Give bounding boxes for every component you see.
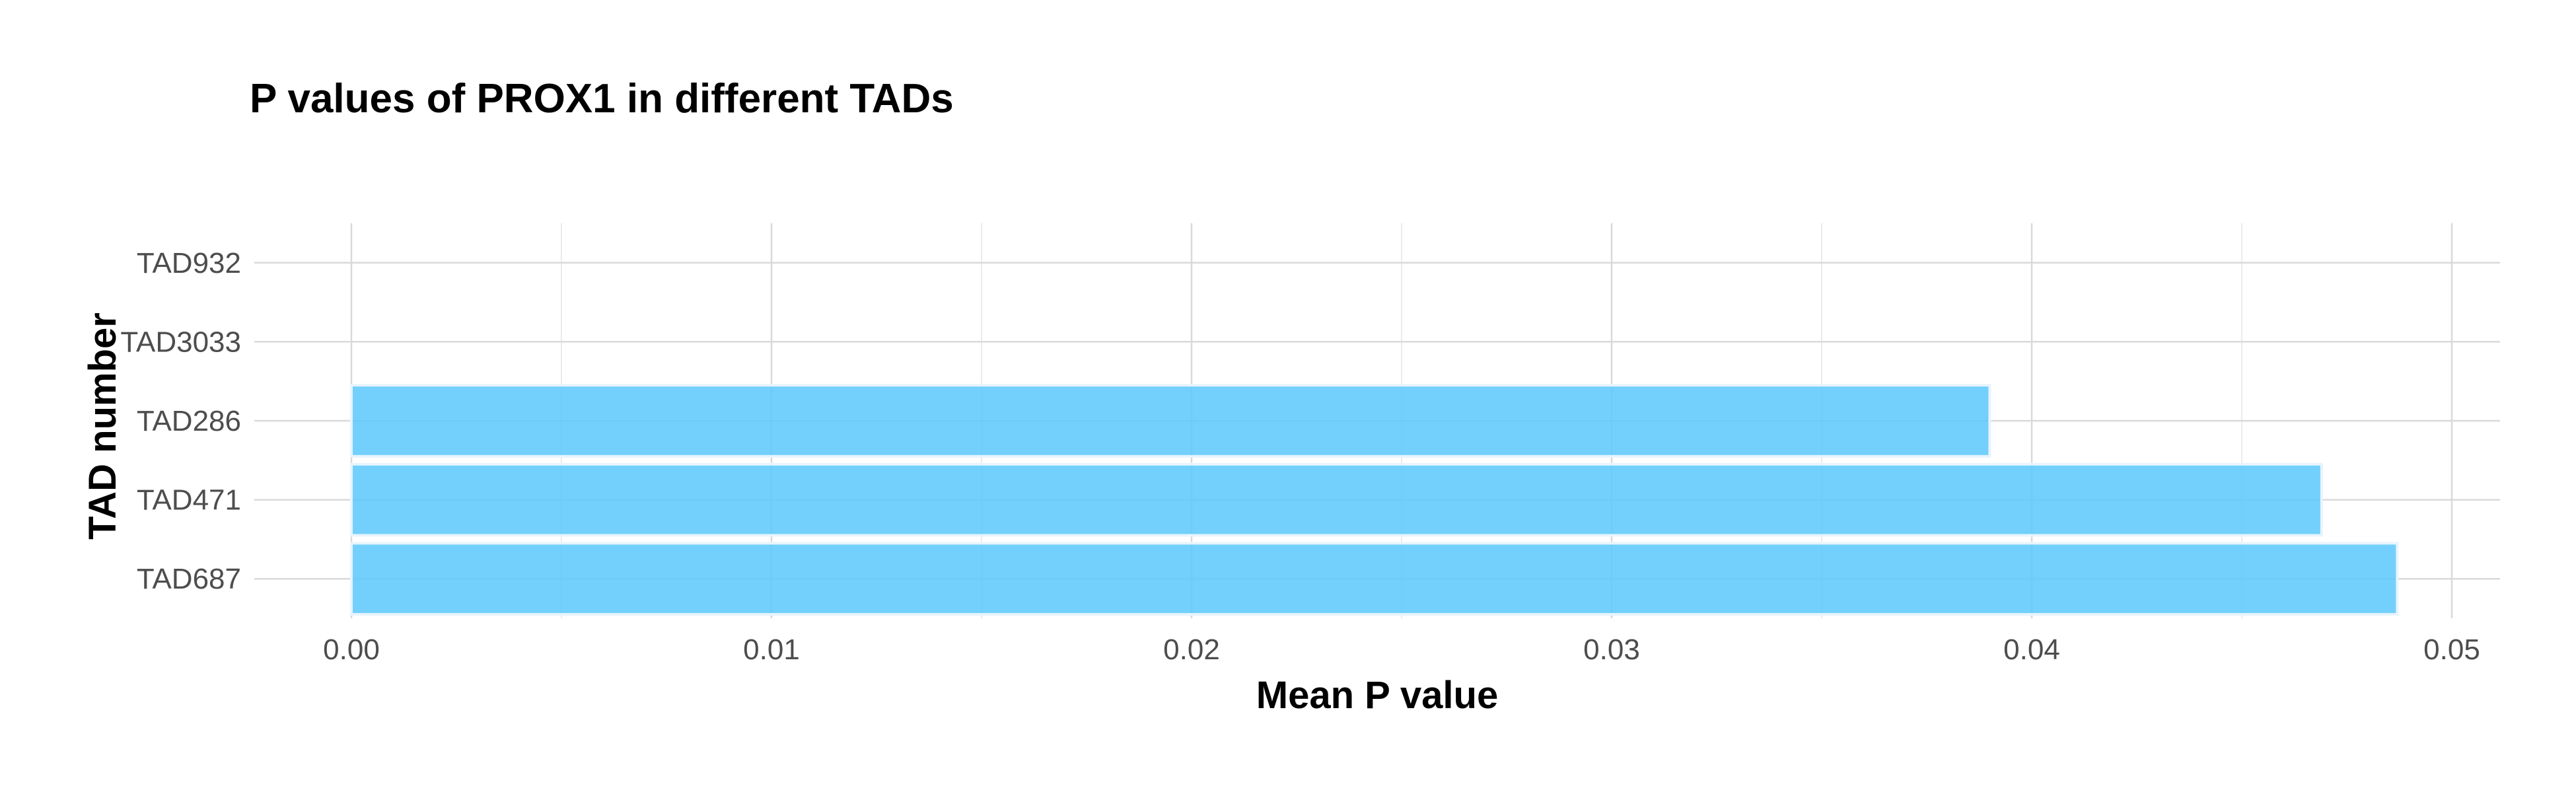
bars xyxy=(350,384,2399,616)
chart-title: P values of PROX1 in different TADs xyxy=(250,76,954,122)
y-tick-label: TAD3033 xyxy=(120,326,241,358)
x-tick-label: 0.01 xyxy=(743,633,800,666)
y-tick-label: TAD687 xyxy=(137,563,241,595)
bar-tad471 xyxy=(350,462,2323,537)
bar-tad687 xyxy=(350,542,2399,616)
x-tick-label: 0.02 xyxy=(1163,633,1220,666)
y-tick-label: TAD471 xyxy=(137,484,241,517)
x-tick-labels: 0.00 0.01 0.02 0.03 0.04 0.05 xyxy=(323,633,2480,666)
y-tick-label: TAD286 xyxy=(137,405,241,437)
x-axis-title: Mean P value xyxy=(1256,674,1498,717)
x-tick-label: 0.00 xyxy=(323,633,380,666)
y-tick-labels: TAD932 TAD3033 TAD286 TAD471 TAD687 xyxy=(120,247,241,595)
y-axis-title: TAD number xyxy=(81,312,124,540)
bar-tad286 xyxy=(350,384,1991,458)
y-tick-label: TAD932 xyxy=(137,247,241,279)
x-tick-label: 0.05 xyxy=(2423,633,2480,666)
x-tick-label: 0.03 xyxy=(1583,633,1640,666)
x-tick-label: 0.04 xyxy=(2003,633,2060,666)
